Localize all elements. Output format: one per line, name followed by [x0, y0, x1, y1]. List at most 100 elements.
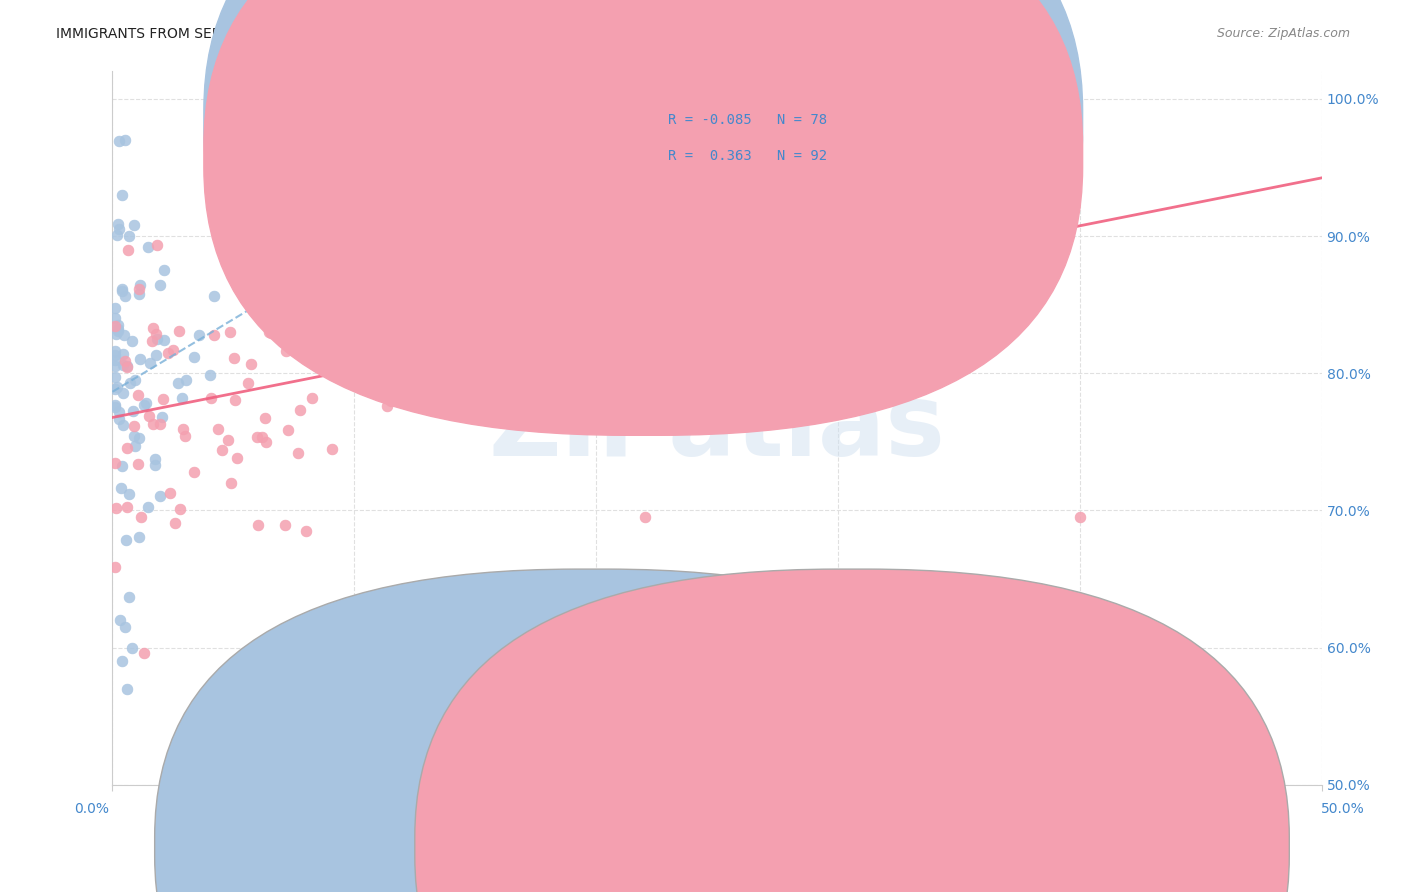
Point	[595, 268, 617, 282]
Point	[142, 417, 165, 431]
Point	[139, 356, 162, 370]
Point	[114, 620, 136, 634]
Point	[104, 370, 127, 384]
Point	[172, 391, 194, 405]
Point	[202, 210, 225, 224]
Point	[297, 301, 319, 316]
Point	[104, 348, 127, 362]
Point	[153, 333, 176, 347]
Point	[115, 681, 138, 696]
Point	[104, 382, 127, 396]
Point	[149, 417, 172, 431]
Point	[114, 533, 136, 547]
Point	[501, 161, 523, 176]
Point	[110, 481, 132, 495]
Point	[114, 133, 136, 147]
Point	[458, 223, 481, 237]
Point	[115, 359, 138, 373]
Point	[484, 326, 506, 340]
Point	[432, 331, 454, 345]
Point	[406, 387, 429, 401]
Point	[174, 429, 197, 443]
Point	[104, 352, 127, 367]
Point	[142, 321, 165, 335]
Point	[136, 240, 159, 254]
Point	[120, 376, 142, 391]
Point	[432, 255, 454, 269]
Point	[149, 278, 172, 293]
Point	[146, 238, 169, 252]
Point	[290, 403, 312, 417]
Point	[107, 325, 129, 339]
Text: ZIPatlas: ZIPatlas	[489, 380, 945, 476]
Point	[111, 187, 134, 202]
Point	[111, 347, 134, 361]
Point	[118, 229, 141, 244]
Point	[321, 442, 343, 457]
Point	[378, 340, 401, 354]
Point	[257, 241, 280, 255]
Point	[202, 288, 225, 302]
Point	[770, 312, 793, 326]
Point	[219, 476, 242, 491]
Point	[117, 243, 139, 257]
Point	[128, 530, 150, 544]
Point	[121, 640, 143, 655]
Point	[111, 458, 134, 473]
Text: Immigrants from Jamaica: Immigrants from Jamaica	[876, 838, 1069, 853]
Point	[114, 353, 136, 368]
Point	[626, 410, 648, 425]
Point	[104, 319, 127, 334]
Point	[122, 219, 145, 233]
Point	[108, 404, 131, 418]
Point	[105, 501, 128, 516]
Point	[418, 335, 440, 350]
Point	[162, 343, 184, 358]
Point	[121, 334, 143, 348]
Point	[425, 244, 447, 258]
Point	[582, 290, 605, 304]
Point	[779, 161, 801, 175]
Point	[224, 393, 246, 408]
Point	[111, 655, 134, 669]
Point	[406, 257, 429, 271]
Point	[257, 326, 280, 340]
Point	[115, 500, 138, 514]
Point	[122, 404, 145, 418]
Point	[104, 344, 127, 359]
Point	[548, 302, 571, 317]
Text: R =  0.363   N = 92: R = 0.363 N = 92	[668, 149, 827, 163]
Point	[211, 442, 233, 457]
Point	[117, 360, 139, 375]
Point	[112, 328, 135, 343]
Point	[163, 516, 186, 531]
Point	[104, 457, 127, 471]
Point	[128, 277, 150, 292]
Point	[104, 301, 127, 315]
Point	[219, 326, 242, 340]
Point	[111, 282, 134, 296]
Point	[633, 510, 655, 524]
Point	[148, 489, 170, 503]
Point	[167, 324, 190, 338]
Point	[277, 423, 299, 437]
Point	[111, 417, 134, 432]
Point	[107, 321, 129, 335]
Point	[111, 284, 134, 298]
Point	[1069, 510, 1091, 524]
Point	[104, 401, 127, 415]
Point	[176, 374, 198, 388]
Point	[104, 359, 127, 374]
Point	[152, 263, 174, 277]
Point	[226, 189, 249, 203]
Point	[112, 385, 135, 400]
Point	[143, 458, 166, 472]
Point	[169, 501, 191, 516]
Point	[145, 326, 167, 341]
Text: IMMIGRANTS FROM SERBIA VS IMMIGRANTS FROM JAMAICA IN LABOR FORCE | AGE 20-64 COR: IMMIGRANTS FROM SERBIA VS IMMIGRANTS FRO…	[56, 27, 830, 41]
Point	[105, 380, 128, 394]
Point	[118, 591, 141, 605]
Point	[347, 379, 370, 393]
Point	[108, 411, 131, 425]
Point	[375, 399, 398, 413]
